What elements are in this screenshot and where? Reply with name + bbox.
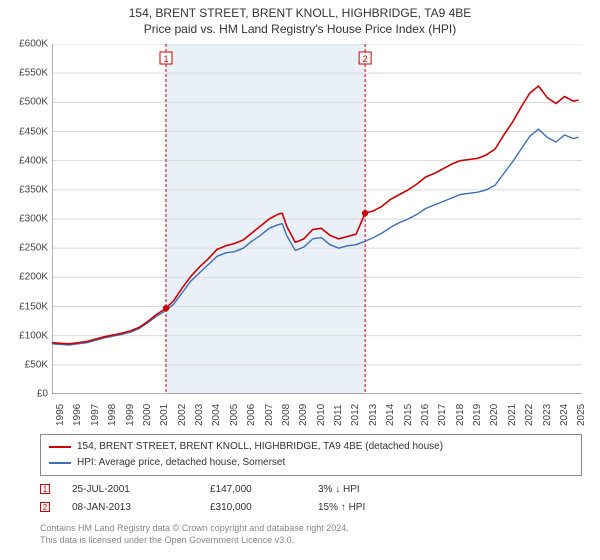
x-tick-label: 2021 — [507, 404, 518, 426]
sale-row-1: 1 25-JUL-2001 £147,000 3% ↓ HPI — [40, 480, 426, 498]
x-tick-label: 2002 — [177, 404, 188, 426]
x-tick-label: 2016 — [420, 404, 431, 426]
y-tick-label: £300K — [2, 214, 48, 225]
legend-row-property: 154, BRENT STREET, BRENT KNOLL, HIGHBRID… — [49, 439, 573, 455]
y-tick-label: £600K — [2, 39, 48, 50]
y-tick-label: £100K — [2, 330, 48, 341]
x-tick-label: 1999 — [125, 404, 136, 426]
y-tick-label: £450K — [2, 126, 48, 137]
y-tick-label: £500K — [2, 97, 48, 108]
chart-title-subtitle: Price paid vs. HM Land Registry's House … — [0, 22, 600, 36]
attribution: Contains HM Land Registry data © Crown c… — [40, 522, 349, 546]
x-tick-label: 2024 — [559, 404, 570, 426]
sale-marker-1-icon: 1 — [40, 484, 50, 494]
legend-label-hpi: HPI: Average price, detached house, Some… — [77, 455, 285, 471]
attribution-line1: Contains HM Land Registry data © Crown c… — [40, 522, 349, 534]
legend-row-hpi: HPI: Average price, detached house, Some… — [49, 455, 573, 471]
y-tick-label: £50K — [2, 359, 48, 370]
x-tick-label: 2023 — [542, 404, 553, 426]
sale-price-2: £310,000 — [210, 502, 318, 513]
chart-title-address: 154, BRENT STREET, BRENT KNOLL, HIGHBRID… — [0, 6, 600, 20]
svg-text:1: 1 — [163, 54, 168, 64]
x-tick-label: 2004 — [211, 404, 222, 426]
x-tick-label: 1998 — [107, 404, 118, 426]
x-tick-label: 2009 — [298, 404, 309, 426]
sale-diff-2: 15% ↑ HPI — [318, 502, 426, 513]
svg-text:2: 2 — [363, 54, 368, 64]
y-tick-label: £0 — [2, 389, 48, 400]
x-tick-label: 2001 — [159, 404, 170, 426]
x-tick-label: 2014 — [385, 404, 396, 426]
legend-label-property: 154, BRENT STREET, BRENT KNOLL, HIGHBRID… — [77, 439, 443, 455]
y-tick-label: £150K — [2, 301, 48, 312]
sales-table: 1 25-JUL-2001 £147,000 3% ↓ HPI 2 08-JAN… — [40, 480, 426, 516]
sale-date-2: 08-JAN-2013 — [72, 502, 210, 513]
x-tick-label: 1995 — [55, 404, 66, 426]
x-tick-label: 2012 — [350, 404, 361, 426]
y-tick-label: £250K — [2, 243, 48, 254]
y-tick-label: £200K — [2, 272, 48, 283]
x-tick-label: 2020 — [489, 404, 500, 426]
sale-diff-1: 3% ↓ HPI — [318, 484, 426, 495]
x-tick-label: 2007 — [264, 404, 275, 426]
x-tick-label: 2025 — [576, 404, 587, 426]
sale-marker-2-icon: 2 — [40, 502, 50, 512]
legend-swatch-hpi — [49, 462, 71, 464]
legend: 154, BRENT STREET, BRENT KNOLL, HIGHBRID… — [40, 434, 582, 476]
x-tick-label: 2017 — [437, 404, 448, 426]
y-tick-label: £550K — [2, 68, 48, 79]
attribution-line2: This data is licensed under the Open Gov… — [40, 534, 349, 546]
x-tick-label: 2010 — [316, 404, 327, 426]
x-tick-label: 2003 — [194, 404, 205, 426]
x-tick-label: 1997 — [90, 404, 101, 426]
sale-row-2: 2 08-JAN-2013 £310,000 15% ↑ HPI — [40, 498, 426, 516]
x-tick-label: 2008 — [281, 404, 292, 426]
x-tick-label: 2005 — [229, 404, 240, 426]
y-tick-label: £400K — [2, 155, 48, 166]
x-tick-label: 2019 — [472, 404, 483, 426]
x-tick-label: 1996 — [72, 404, 83, 426]
x-tick-label: 2000 — [142, 404, 153, 426]
y-tick-label: £350K — [2, 184, 48, 195]
x-tick-label: 2018 — [455, 404, 466, 426]
line-chart: 12 — [52, 44, 582, 394]
x-tick-label: 2011 — [333, 404, 344, 426]
x-tick-label: 2015 — [403, 404, 414, 426]
sale-date-1: 25-JUL-2001 — [72, 484, 210, 495]
x-tick-label: 2013 — [368, 404, 379, 426]
x-tick-label: 2006 — [246, 404, 257, 426]
legend-swatch-property — [49, 446, 71, 448]
sale-price-1: £147,000 — [210, 484, 318, 495]
x-tick-label: 2022 — [524, 404, 535, 426]
